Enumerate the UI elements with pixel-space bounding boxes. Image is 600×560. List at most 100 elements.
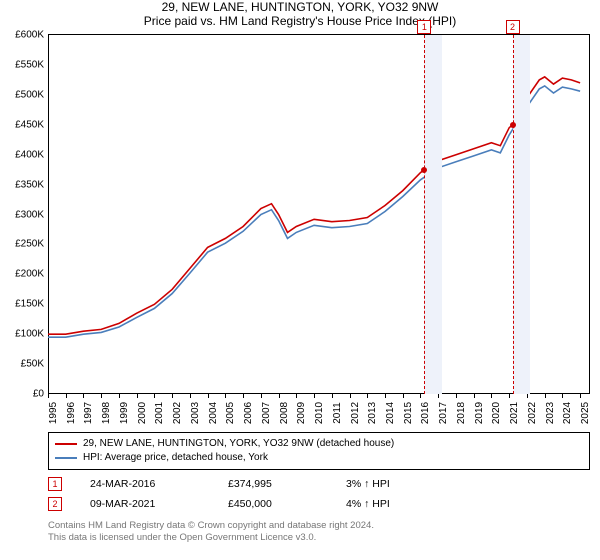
chart-shaded-region — [424, 35, 441, 394]
marker-point — [510, 122, 516, 128]
x-tick-mark — [279, 394, 280, 398]
marker-vline — [424, 35, 425, 394]
y-tick-label: £0 — [0, 389, 44, 400]
x-tick-label: 2019 — [474, 402, 485, 424]
x-tick-label: 2017 — [438, 402, 449, 424]
series-line-price_paid — [48, 77, 580, 334]
marker-label-box: 2 — [506, 20, 520, 34]
x-tick-label: 1996 — [66, 402, 77, 424]
x-tick-mark — [137, 394, 138, 398]
x-tick-label: 1998 — [101, 402, 112, 424]
x-tick-mark — [83, 394, 84, 398]
x-tick-label: 2020 — [491, 402, 502, 424]
x-tick-mark — [208, 394, 209, 398]
x-tick-label: 2015 — [403, 402, 414, 424]
x-tick-label: 2005 — [225, 402, 236, 424]
x-tick-label: 1997 — [83, 402, 94, 424]
x-tick-mark — [527, 394, 528, 398]
x-tick-mark — [190, 394, 191, 398]
x-tick-mark — [509, 394, 510, 398]
y-tick-label: £300K — [0, 209, 44, 220]
y-tick-label: £200K — [0, 269, 44, 280]
y-tick-label: £350K — [0, 179, 44, 190]
chart-lines-svg — [48, 35, 589, 394]
x-tick-mark — [385, 394, 386, 398]
x-tick-label: 2003 — [190, 402, 201, 424]
footer-line-1: Contains HM Land Registry data © Crown c… — [48, 520, 590, 532]
x-tick-mark — [172, 394, 173, 398]
x-tick-mark — [314, 394, 315, 398]
x-tick-label: 2021 — [509, 402, 520, 424]
x-tick-mark — [562, 394, 563, 398]
sale-date: 24-MAR-2016 — [90, 478, 200, 490]
x-tick-mark — [332, 394, 333, 398]
marker-label-box: 1 — [417, 20, 431, 34]
x-tick-label: 2010 — [314, 402, 325, 424]
sale-row: 209-MAR-2021£450,0004% ↑ HPI — [48, 494, 590, 514]
sale-delta: 3% ↑ HPI — [346, 478, 390, 490]
x-tick-label: 2008 — [279, 402, 290, 424]
x-tick-label: 2025 — [580, 402, 591, 424]
chart-shaded-region — [513, 35, 531, 394]
x-tick-label: 2009 — [296, 402, 307, 424]
x-tick-mark — [580, 394, 581, 398]
chart-footer: Contains HM Land Registry data © Crown c… — [48, 520, 590, 545]
marker-point — [421, 167, 427, 173]
sale-delta: 4% ↑ HPI — [346, 498, 390, 510]
legend-swatch — [55, 457, 77, 459]
x-tick-mark — [66, 394, 67, 398]
x-tick-label: 2018 — [456, 402, 467, 424]
x-tick-label: 2024 — [562, 402, 573, 424]
x-tick-mark — [243, 394, 244, 398]
y-tick-label: £150K — [0, 299, 44, 310]
legend-swatch — [55, 443, 77, 445]
y-tick-label: £450K — [0, 119, 44, 130]
chart-title: 29, NEW LANE, HUNTINGTON, YORK, YO32 9NW — [0, 0, 600, 14]
sale-marker-box: 2 — [48, 497, 62, 511]
x-tick-mark — [154, 394, 155, 398]
legend-label: 29, NEW LANE, HUNTINGTON, YORK, YO32 9NW… — [83, 437, 394, 451]
sale-marker-box: 1 — [48, 477, 62, 491]
chart-legend: 29, NEW LANE, HUNTINGTON, YORK, YO32 9NW… — [48, 432, 590, 470]
footer-line-2: This data is licensed under the Open Gov… — [48, 532, 590, 544]
y-tick-label: £50K — [0, 359, 44, 370]
x-tick-mark — [350, 394, 351, 398]
marker-vline — [513, 35, 514, 394]
x-tick-label: 2014 — [385, 402, 396, 424]
x-tick-mark — [403, 394, 404, 398]
price-chart-container: 29, NEW LANE, HUNTINGTON, YORK, YO32 9NW… — [0, 0, 600, 560]
y-tick-label: £500K — [0, 89, 44, 100]
y-tick-label: £400K — [0, 149, 44, 160]
x-tick-mark — [456, 394, 457, 398]
x-tick-label: 2006 — [243, 402, 254, 424]
sale-row: 1 24-MAR-2016 £374,995 3% ↑ HPI — [48, 474, 590, 494]
y-tick-label: £550K — [0, 59, 44, 70]
x-tick-mark — [101, 394, 102, 398]
x-tick-mark — [296, 394, 297, 398]
x-tick-label: 2023 — [545, 402, 556, 424]
legend-item: 29, NEW LANE, HUNTINGTON, YORK, YO32 9NW… — [55, 437, 583, 451]
x-tick-label: 1999 — [119, 402, 130, 424]
sale-price: £374,995 — [228, 478, 318, 490]
x-tick-mark — [438, 394, 439, 398]
x-tick-label: 2002 — [172, 402, 183, 424]
chart-plot-area: £0£50K£100K£150K£200K£250K£300K£350K£400… — [48, 34, 590, 394]
x-tick-mark — [225, 394, 226, 398]
x-tick-label: 2012 — [350, 402, 361, 424]
x-tick-mark — [261, 394, 262, 398]
y-tick-label: £100K — [0, 329, 44, 340]
x-tick-mark — [48, 394, 49, 398]
x-tick-label: 2000 — [137, 402, 148, 424]
sale-price: £450,000 — [228, 498, 318, 510]
x-tick-label: 2016 — [420, 402, 431, 424]
legend-label: HPI: Average price, detached house, York — [83, 451, 268, 465]
x-tick-label: 2007 — [261, 402, 272, 424]
x-tick-label: 2011 — [332, 402, 343, 424]
x-tick-label: 2013 — [367, 402, 378, 424]
sales-list: 124-MAR-2016£374,9953% ↑ HPI209-MAR-2021… — [48, 474, 590, 514]
x-tick-label: 2022 — [527, 402, 538, 424]
y-tick-label: £250K — [0, 239, 44, 250]
x-tick-mark — [474, 394, 475, 398]
legend-item: HPI: Average price, detached house, York — [55, 451, 583, 465]
y-tick-label: £600K — [0, 30, 44, 41]
